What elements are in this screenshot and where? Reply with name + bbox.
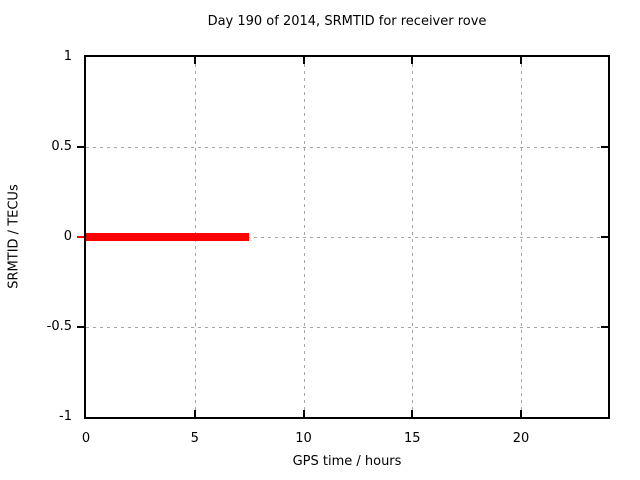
x-axis-label: GPS time / hours xyxy=(292,454,402,469)
y-tick-label: 0.5 xyxy=(51,139,72,154)
x-tick-mark-top xyxy=(194,57,196,64)
x-tick-mark-bottom xyxy=(194,410,196,417)
y-tick-label: 1 xyxy=(63,49,72,64)
y-tick-label: -1 xyxy=(59,409,72,424)
series-line-srmtid xyxy=(86,233,249,241)
x-tick-mark-bottom xyxy=(303,410,305,417)
y-tick-mark-right xyxy=(601,146,608,148)
gridline-horizontal xyxy=(86,237,608,238)
y-tick-mark-right xyxy=(601,326,608,328)
plot-area xyxy=(77,55,610,419)
y-zero-tick-mark-left xyxy=(77,236,84,238)
x-tick-mark-top xyxy=(303,57,305,64)
x-tick-mark-top xyxy=(411,57,413,64)
y-tick-label: -0.5 xyxy=(46,319,72,334)
x-tick-label: 0 xyxy=(81,431,91,446)
x-tick-label: 15 xyxy=(403,431,421,446)
y-tick-mark-left xyxy=(77,146,84,148)
x-tick-mark-top xyxy=(520,57,522,64)
x-tick-label: 20 xyxy=(512,431,530,446)
x-tick-mark-bottom xyxy=(411,410,413,417)
x-tick-label: 5 xyxy=(190,431,199,446)
x-tick-label: 10 xyxy=(295,431,312,446)
chart-title: Day 190 of 2014, SRMTID for receiver rov… xyxy=(207,14,487,29)
y-tick-mark-right xyxy=(601,236,608,238)
y-tick-mark-left xyxy=(77,326,84,328)
gridline-horizontal xyxy=(86,147,608,148)
x-tick-mark-bottom xyxy=(520,410,522,417)
y-tick-label: 0 xyxy=(63,229,72,244)
gridline-horizontal xyxy=(86,327,608,328)
